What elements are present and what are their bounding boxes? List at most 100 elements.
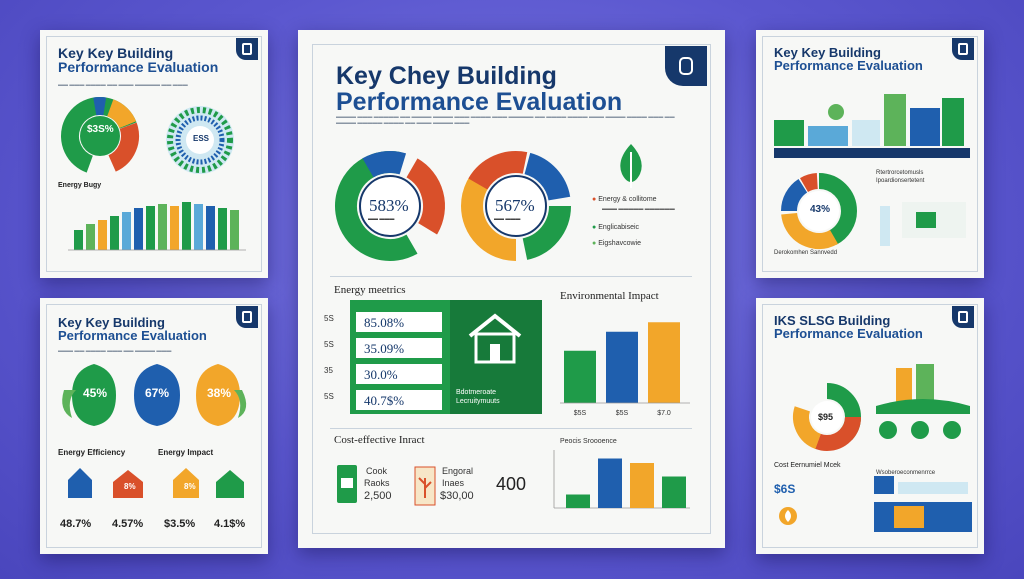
energy-label: Energy Efficiency <box>58 448 126 457</box>
donut-slice <box>781 173 857 249</box>
bar <box>146 206 155 250</box>
title-line-2: Performance Evaluation <box>774 326 923 342</box>
drop-shape <box>134 364 180 426</box>
bar <box>74 230 83 250</box>
radial-wheel <box>166 106 234 174</box>
donut-slice <box>461 151 571 261</box>
plant-icon <box>414 466 436 506</box>
donut-2-caption: ▬▬ ▬▬▬ <box>494 216 521 222</box>
leaf-shape <box>234 390 247 418</box>
divider <box>330 276 692 277</box>
drop-value-1: 45% <box>83 386 108 400</box>
card-mid-left: Key Key Building Performance Evaluation … <box>40 298 268 554</box>
metrics-title: Energy meetrics <box>334 284 406 296</box>
metric-value: 85.08% <box>364 315 405 330</box>
icon-circle <box>879 421 897 439</box>
body-text: ▬▬ ▬▬▬ ▬▬▬▬ ▬▬ ▬▬▬ ▬▬▬▬▬ ▬▬ ▬▬▬ <box>58 82 188 88</box>
title-line-1: Key Key Building <box>58 315 165 330</box>
wheel-ring <box>175 115 225 165</box>
house-icon <box>173 468 199 498</box>
donut-slice <box>793 383 861 451</box>
document-icon <box>242 311 252 323</box>
house-icon <box>68 468 92 498</box>
device <box>880 206 890 246</box>
legend-item: ● Energy & collitome <box>592 196 657 203</box>
bar <box>110 216 119 250</box>
donut-label: $95 <box>818 412 834 422</box>
card-top-right: Key Key Building Performance Evaluation … <box>756 30 984 278</box>
donut-center <box>811 401 843 433</box>
building <box>774 120 804 146</box>
panel <box>894 506 924 528</box>
env-title: Environmental Impact <box>560 290 659 302</box>
bar <box>98 220 107 250</box>
metric-value-box <box>356 312 442 332</box>
building <box>852 120 880 146</box>
small-bar <box>630 463 654 508</box>
landscape-illustration <box>876 364 970 439</box>
donut-label: 43% <box>810 204 831 215</box>
drop-shape <box>72 364 116 426</box>
donut-chart <box>792 383 861 451</box>
metric-value-box <box>356 364 442 384</box>
badge <box>236 306 258 328</box>
bar <box>86 224 95 250</box>
env-bar-label: $5S <box>616 410 629 417</box>
body-text: ▬▬▬▬ ▬▬▬ ▬▬▬▬▬ ▬▬ ▬▬▬▬ ▬▬▬▬ ▬▬▬ ▬▬▬▬ ▬▬▬… <box>336 114 675 126</box>
icon-detail <box>418 477 432 498</box>
card-border <box>762 304 978 548</box>
legend-item: ● Englicabiseic <box>592 224 639 231</box>
legend-swatch: ● <box>592 240 597 247</box>
bar <box>170 206 179 250</box>
building <box>896 368 912 402</box>
legend-label: Englicabiseic <box>598 224 640 231</box>
panel <box>898 482 968 494</box>
metric-label: 5S <box>324 314 334 323</box>
donut-1-caption: ▬▬ ▬▬▬ <box>368 216 395 222</box>
donut-1-value: 583% <box>369 196 409 215</box>
drop-icons <box>62 364 247 426</box>
donut-chart <box>781 173 857 249</box>
badge <box>665 46 707 86</box>
house-roof <box>468 313 522 338</box>
donut-slice <box>61 97 139 175</box>
metric-value: 30.0% <box>364 367 398 382</box>
bar <box>158 204 167 250</box>
legend-desc: ▬▬▬ ▬▬▬▬▬ ▬▬▬▬▬▬ <box>602 206 675 212</box>
note: Wsoberoeconmenrrce <box>876 470 936 476</box>
wheel-ring <box>167 107 233 173</box>
metric-value: 40.7$% <box>364 393 405 408</box>
calculator-icon <box>337 465 357 503</box>
building <box>884 94 906 146</box>
divider <box>330 428 692 429</box>
small-bar-chart <box>553 450 690 509</box>
donut-2-value: 567% <box>495 196 535 215</box>
drop-shape <box>196 364 240 426</box>
env-bar <box>648 322 680 403</box>
card-title: Key Key Building Performance Evaluation <box>58 46 218 75</box>
panel-detail <box>916 212 936 228</box>
house-door <box>490 344 500 362</box>
badge <box>952 306 974 328</box>
small-bar <box>598 458 622 508</box>
document-icon <box>242 43 252 55</box>
legend-swatch: ● <box>592 224 597 231</box>
wheel-center <box>186 126 214 154</box>
legend-swatch: ● <box>592 196 597 203</box>
env-bar <box>564 350 596 403</box>
card-title: Key Key Building Performance Evaluation <box>774 46 923 73</box>
title-line-2: Performance Evaluation <box>58 59 219 76</box>
env-bar-chart: $5S $5S $7.0 <box>560 322 690 417</box>
title-line-2: Performance Evaluation <box>336 87 623 116</box>
stat-2: 4.57% <box>112 518 144 530</box>
stat-1: 48.7% <box>60 518 92 530</box>
building <box>808 126 848 146</box>
cost-value-2: $30,00 <box>440 490 474 502</box>
icon-detail <box>341 478 353 488</box>
building <box>942 98 964 146</box>
env-bar-label: $5S <box>574 410 587 417</box>
city-illustration <box>774 94 970 158</box>
body-text: ▬▬▬ ▬▬ ▬▬▬▬ ▬▬▬ ▬▬ ▬▬▬▬ ▬▬▬ <box>58 348 172 354</box>
bar <box>206 206 215 250</box>
legend-item: ● Eigshavcowie <box>592 240 641 247</box>
